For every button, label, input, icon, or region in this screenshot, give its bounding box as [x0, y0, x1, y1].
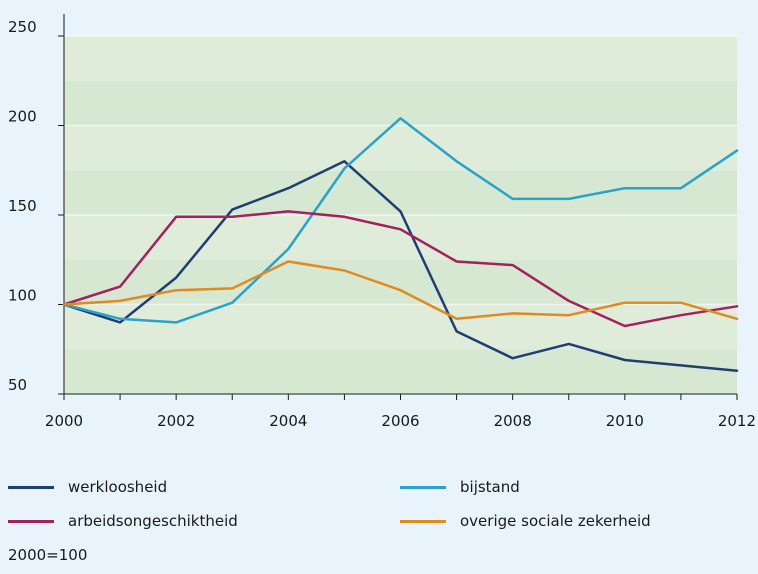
x-tick-label: 2004	[269, 412, 307, 430]
background-bands	[64, 36, 737, 394]
y-tick-label: 100	[8, 287, 37, 305]
index-note: 2000=100	[8, 546, 88, 564]
background-band	[64, 36, 737, 81]
x-tick-label: 2012	[718, 412, 756, 430]
legend-swatch-overige-sociale-zekerheid	[400, 519, 446, 523]
legend-item-werkloosheid: werkloosheid	[8, 478, 167, 496]
legend-item-overige-sociale-zekerheid: overige sociale zekerheid	[400, 512, 651, 530]
y-tick-label: 200	[8, 108, 37, 126]
x-tick-label: 2002	[157, 412, 195, 430]
series-line-werkloosheid	[62, 160, 739, 372]
legend-label-arbeidsongeschiktheid: arbeidsongeschiktheid	[68, 512, 238, 530]
legend-swatch-arbeidsongeschiktheid	[8, 519, 54, 523]
series-line-overige-sociale-zekerheid	[62, 260, 739, 321]
series-lines	[62, 117, 739, 372]
x-tick-label: 2000	[45, 412, 83, 430]
background-band	[64, 304, 737, 350]
legend-item-bijstand: bijstand	[400, 478, 520, 496]
x-tick-label: 2010	[606, 412, 644, 430]
series-line-bijstand	[62, 117, 739, 324]
legend-swatch-werkloosheid	[8, 485, 54, 489]
x-tick-label: 2008	[494, 412, 532, 430]
y-tick-label: 150	[8, 197, 37, 215]
background-band	[64, 125, 737, 171]
y-axis-ticks: 50 100 150 200 250	[8, 18, 64, 395]
y-tick-label: 50	[8, 376, 27, 394]
series-line-arbeidsongeschiktheid	[62, 210, 739, 328]
legend-item-arbeidsongeschiktheid: arbeidsongeschiktheid	[8, 512, 238, 530]
y-tick-label: 250	[8, 18, 37, 36]
legend-swatch-bijstand	[400, 485, 446, 489]
background-band	[64, 259, 737, 305]
background-band	[64, 349, 737, 394]
x-tick-label: 2006	[381, 412, 419, 430]
legend-label-overige-sociale-zekerheid: overige sociale zekerheid	[460, 512, 651, 530]
legend-label-werkloosheid: werkloosheid	[68, 478, 168, 496]
background-band	[64, 215, 737, 260]
x-axis-ticks: 2000 2002 2004 2006 2008 2010 2012	[45, 394, 756, 430]
background-band	[64, 170, 737, 215]
legend-label-bijstand: bijstand	[460, 478, 520, 496]
